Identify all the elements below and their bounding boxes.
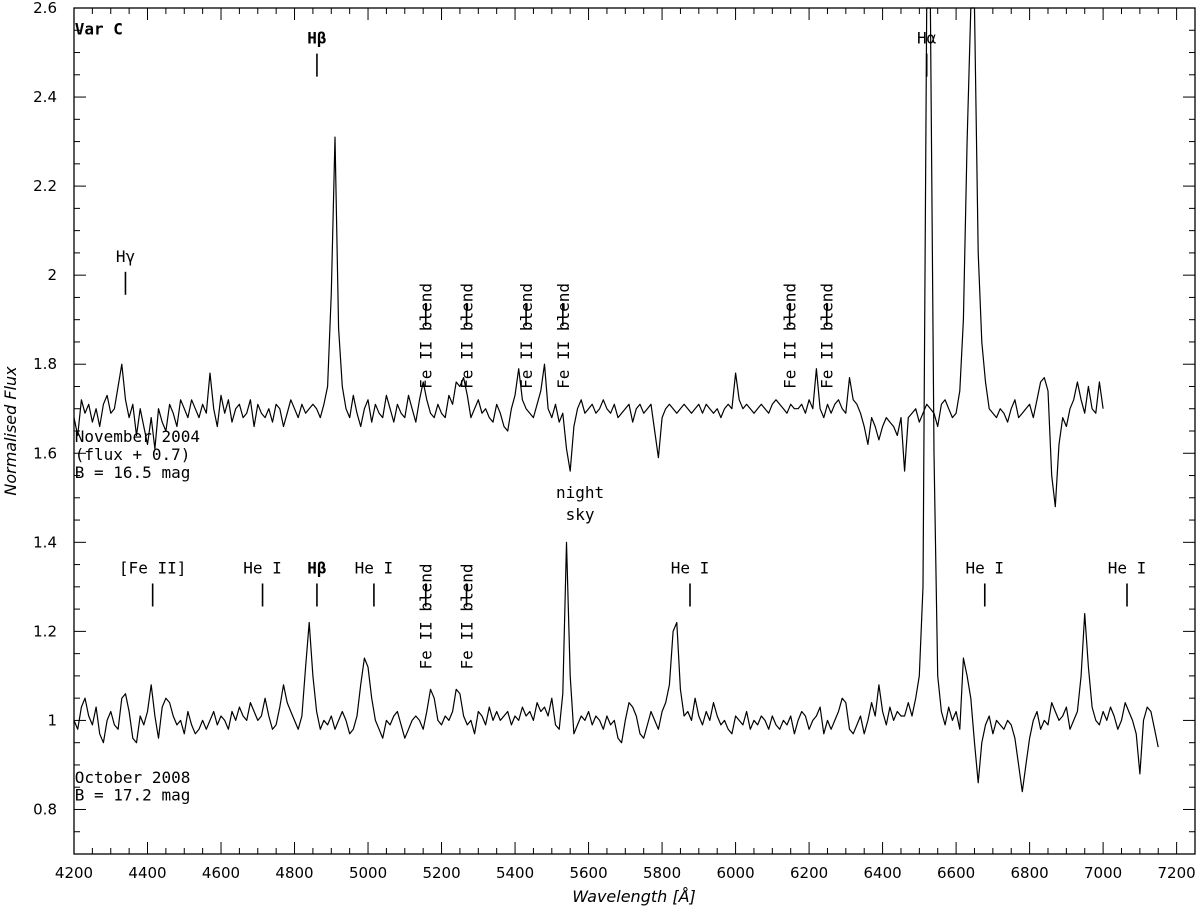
panel-text: Var C [75, 20, 123, 39]
y-tick-label: 2.4 [33, 88, 57, 106]
line-id-label: Fe II blend [517, 283, 536, 389]
x-tick-label: 5400 [496, 864, 534, 882]
line-id-label: Fe II blend [818, 283, 837, 389]
line-id-label: Fe II blend [417, 563, 436, 669]
x-tick-label: 6000 [716, 864, 754, 882]
line-id-label: Hβ [307, 29, 326, 48]
x-tick-label: 4200 [55, 864, 93, 882]
line-id-markers [124, 53, 1128, 607]
line-id-label: [Fe II] [119, 558, 186, 577]
spectrum-2008 [73, 7, 1159, 793]
x-tick-label: 5600 [569, 864, 607, 882]
panel-text: B = 16.5 mag [75, 463, 191, 482]
x-tick-label: 6800 [1011, 864, 1049, 882]
line-id-label: He I [966, 558, 1005, 577]
line-id-label: Hβ [307, 558, 326, 577]
line-id-label: He I [671, 558, 710, 577]
y-tick-label: 1.6 [33, 444, 57, 462]
x-tick-label: 5800 [643, 864, 681, 882]
annotations: Hγ Hβ Fe II blend Fe II blend Fe II blend Fe … [75, 20, 1147, 805]
y-tick-label: 1.8 [33, 355, 57, 373]
line-id-label: He I [1108, 558, 1147, 577]
tick-labels: 4200 4400 4600 4800 5000 5200 5400 5600 5800 6000… [33, 0, 1196, 882]
x-axis-label: Wavelength [Å] [572, 887, 696, 906]
y-tick-label: 2 [47, 266, 57, 284]
line-id-label: Fe II blend [458, 563, 477, 669]
x-tick-label: 4400 [128, 864, 166, 882]
x-tick-label: 6600 [937, 864, 975, 882]
spectrum-2004 [73, 7, 1104, 508]
line-id-label: Fe II blend [417, 283, 436, 389]
y-axis-label: Normalised Flux [1, 366, 20, 496]
line-id-label: Fe II blend [458, 283, 477, 389]
y-tick-label: 2.6 [33, 0, 57, 17]
line-id-label: Hα [917, 29, 937, 48]
line-id-label: Fe II blend [554, 283, 573, 389]
y-tick-label: 0.8 [33, 800, 57, 818]
x-tick-label: 4600 [202, 864, 240, 882]
y-tick-label: 1 [47, 711, 57, 729]
panel-text: (flux + 0.7) [75, 445, 191, 464]
line-id-label: Hγ [116, 247, 135, 266]
y-tick-label: 2.2 [33, 177, 57, 195]
plot-frame [73, 7, 1196, 855]
axis-ticks [73, 7, 1196, 855]
line-id-label: He I [355, 558, 394, 577]
x-tick-label: 5200 [422, 864, 460, 882]
x-tick-label: 5000 [349, 864, 387, 882]
x-tick-label: 6400 [863, 864, 901, 882]
y-tick-label: 1.2 [33, 622, 57, 640]
x-tick-label: 7200 [1158, 864, 1196, 882]
x-tick-label: 7000 [1084, 864, 1122, 882]
line-id-label: sky [566, 505, 595, 524]
series-layer [73, 7, 1159, 793]
x-tick-label: 4800 [275, 864, 313, 882]
panel-text: November 2004 [75, 427, 200, 446]
y-tick-label: 1.4 [33, 533, 57, 551]
line-id-label: night [556, 483, 604, 502]
line-id-label: Fe II blend [781, 283, 800, 389]
x-tick-label: 6200 [790, 864, 828, 882]
panel-text: B = 17.2 mag [75, 786, 191, 805]
line-id-label: He I [243, 558, 282, 577]
panel-text: October 2008 [75, 768, 191, 787]
